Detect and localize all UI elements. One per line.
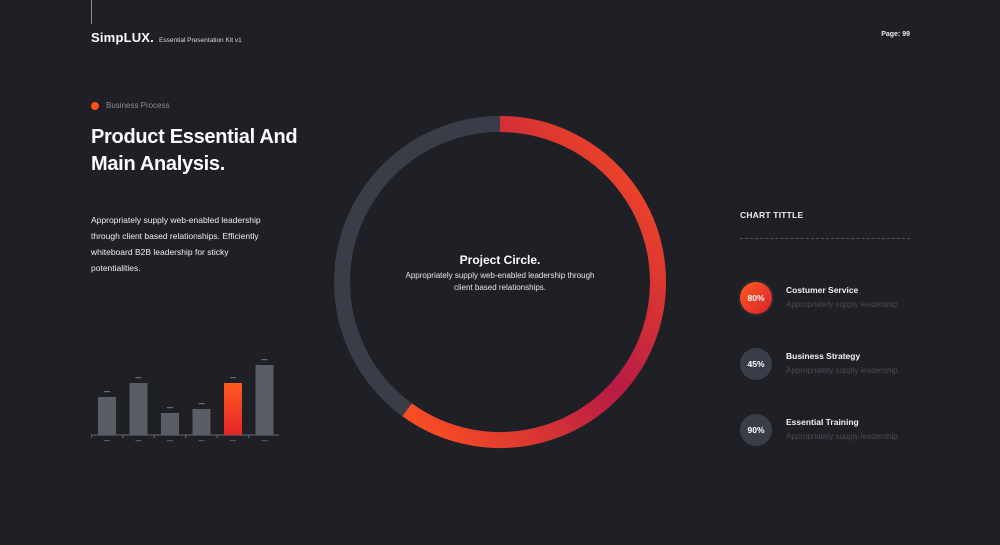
mini-chart-category-tick	[104, 440, 110, 442]
stat-row-essential-training: 90% Essential Training Appropriately sup…	[740, 414, 920, 448]
mini-chart-bar	[192, 409, 211, 435]
stat-description: Appropriately supply leadership.	[786, 366, 900, 375]
mini-bar-chart	[91, 359, 279, 442]
page-title-line1: Product Essential And	[91, 126, 298, 148]
top-accent-line	[91, 0, 92, 24]
donut-description: Appropriately supply web-enabled leaders…	[405, 271, 595, 292]
page-title-line2: Main Analysis.	[91, 153, 225, 175]
stat-row-costumer-service: 80% Costumer Service Appropriately suppl…	[740, 282, 920, 316]
stat-label: Costumer Service	[786, 285, 859, 295]
mini-chart-category-tick	[135, 440, 142, 442]
stat-value-badge: 80%	[740, 282, 772, 314]
donut-progress-arc	[402, 116, 666, 448]
stat-description: Appropriately supply leadership.	[786, 300, 900, 309]
project-circle-donut	[334, 116, 666, 448]
stat-value-badge: 90%	[740, 414, 772, 446]
body-paragraph: Appropriately supply web-enabled leaders…	[91, 215, 261, 273]
mini-chart-category-tick	[261, 440, 268, 442]
page-number: Page: 99	[881, 31, 910, 38]
mini-chart-bar	[98, 397, 116, 435]
mini-chart-bar	[224, 383, 242, 435]
mini-chart-bar	[255, 365, 274, 435]
mini-chart-value-tick	[167, 407, 173, 409]
brand-subtitle: Essential Presentation Kit v1	[159, 37, 242, 44]
dashed-divider	[740, 238, 910, 239]
donut-title: Project Circle.	[459, 253, 541, 267]
stat-description: Appropriately supply leadership.	[786, 432, 900, 441]
mini-chart-value-tick	[261, 359, 268, 361]
mini-chart-value-tick	[230, 377, 236, 379]
brand-name: SimpLUX.	[91, 30, 154, 45]
stat-label: Business Strategy	[786, 351, 861, 361]
chart-title: CHART TITTLE	[740, 210, 804, 220]
mini-chart-bar	[129, 383, 148, 435]
page-title: Product Essential And Main Analysis.	[91, 124, 321, 178]
section-tag: Business Process	[91, 101, 170, 110]
mini-chart-value-tick	[135, 377, 142, 379]
stat-row-business-strategy: 45% Business Strategy Appropriately supp…	[740, 348, 920, 382]
mini-chart-category-tick	[230, 440, 236, 442]
stat-value-badge: 45%	[740, 348, 772, 380]
bullet-dot-icon	[91, 101, 99, 110]
stat-label: Essential Training	[786, 417, 859, 427]
mini-chart-value-tick	[104, 391, 110, 393]
donut-center-text: Project Circle. Appropriately supply web…	[400, 253, 600, 294]
mini-chart-value-tick	[198, 403, 205, 405]
section-tag-label: Business Process	[106, 101, 170, 110]
mini-chart-category-tick	[167, 440, 173, 442]
brand: SimpLUX. Essential Presentation Kit v1	[91, 30, 242, 45]
mini-chart-bar	[161, 413, 179, 435]
mini-chart-category-tick	[198, 440, 205, 442]
